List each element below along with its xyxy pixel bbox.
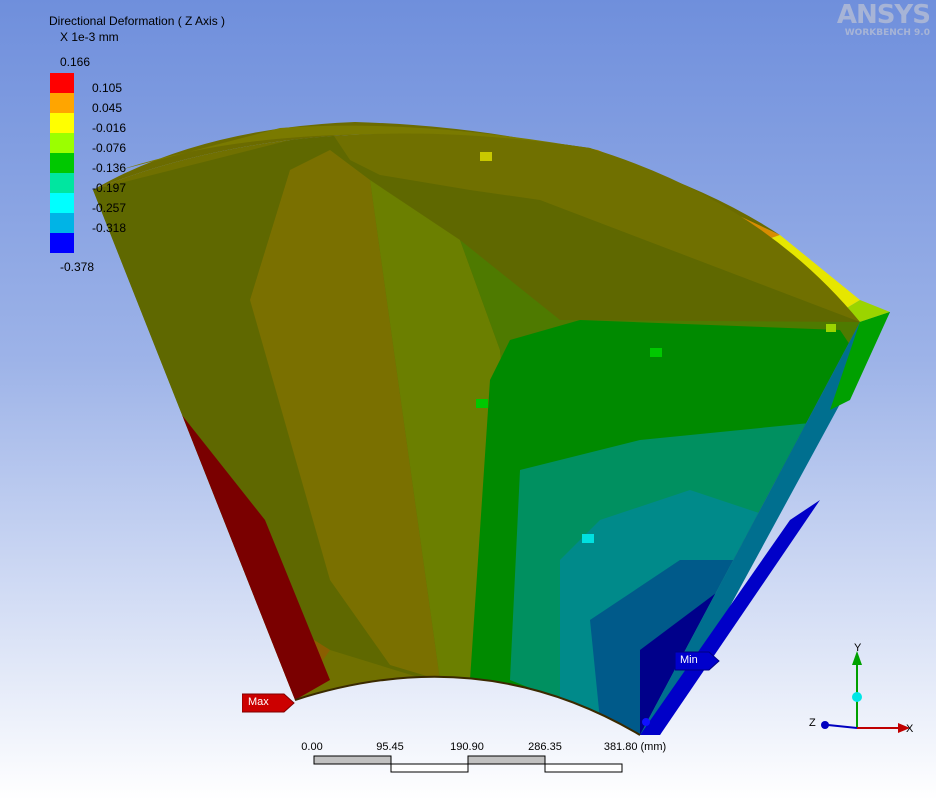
legend-label-4: -0.136 [92, 161, 127, 175]
model-right-face [640, 312, 890, 735]
logo-brand: ANSYS [836, 0, 931, 30]
scale-tick-0: 0.00 [301, 741, 323, 753]
marker-1 [480, 152, 492, 161]
contour-legend: 0.166 0.105 0.045 -0.016 -0.076 -0.136 -0.197… [0, 0, 200, 280]
logo-product: WORKBENCH 9.0 [844, 28, 930, 38]
legend-label-0: 0.105 [92, 81, 123, 95]
legend-swatch-3 [50, 133, 74, 153]
marker-2 [650, 348, 662, 357]
scale-tick-4: 381.80 (mm) [603, 741, 667, 753]
max-probe-tag-shape [242, 693, 295, 713]
result-units: X 1e-3 mm [60, 30, 119, 44]
min-probe-tag-shape [675, 651, 720, 671]
triad-x-label: X [906, 723, 914, 735]
scale-bar: 0.00 95.45 190.90 286.35 381.80 (mm) [290, 738, 690, 788]
legend-label-2: -0.016 [92, 121, 127, 135]
scale-bar-graphic [313, 755, 623, 773]
model-right-face-blue [640, 500, 820, 735]
marker-6 [642, 718, 650, 726]
model-right-face-green [830, 312, 890, 410]
legend-min-value: -0.378 [60, 260, 95, 274]
legend-label-6: -0.257 [92, 201, 127, 215]
legend-swatch-8 [50, 233, 74, 253]
legend-swatch-7 [50, 213, 74, 233]
legend-label-1: 0.045 [92, 101, 123, 115]
legend-swatch-2 [50, 113, 74, 133]
marker-4 [582, 534, 594, 543]
scale-tick-1: 95.45 [376, 741, 404, 753]
triad-graphic [821, 651, 910, 733]
model-inner-arc [294, 675, 641, 736]
legend-swatch-0 [50, 73, 74, 93]
legend-max-value: 0.166 [60, 55, 91, 69]
legend-label-7: -0.318 [92, 221, 127, 235]
min-probe-label: Min [680, 654, 698, 666]
legend-swatch-6 [50, 193, 74, 213]
result-title: Directional Deformation ( Z Axis ) [49, 14, 226, 28]
marker-5 [826, 324, 836, 332]
axis-triad[interactable]: Y X Z [800, 635, 920, 750]
legend-label-5: -0.197 [92, 181, 127, 195]
legend-swatch-4 [50, 153, 74, 173]
legend-swatch-5 [50, 173, 74, 193]
ansys-logo: ANSYS WORKBENCH 9.0 [836, 0, 931, 38]
triad-z-label: Z [809, 717, 816, 729]
max-probe-label: Max [248, 696, 269, 708]
legend-swatch-1 [50, 93, 74, 113]
triad-y-label: Y [854, 642, 862, 654]
scale-tick-3: 286.35 [528, 741, 562, 753]
marker-3 [476, 399, 488, 408]
scale-tick-2: 190.90 [450, 741, 484, 753]
legend-label-3: -0.076 [92, 141, 127, 155]
